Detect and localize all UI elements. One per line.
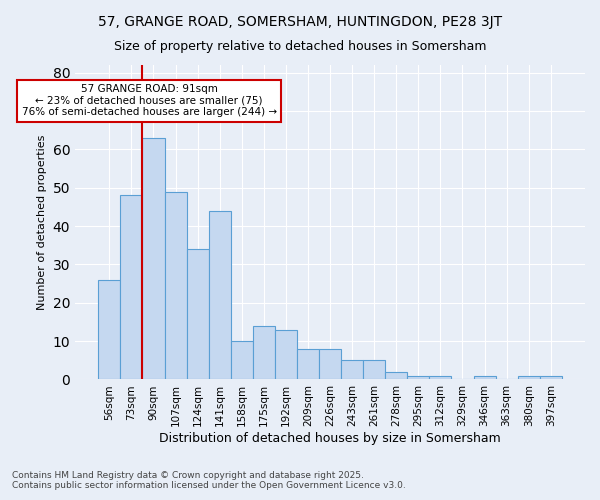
- Bar: [142, 138, 164, 380]
- Bar: [518, 376, 540, 380]
- Bar: [430, 376, 451, 380]
- Bar: [187, 249, 209, 380]
- Text: Contains HM Land Registry data © Crown copyright and database right 2025.
Contai: Contains HM Land Registry data © Crown c…: [12, 470, 406, 490]
- X-axis label: Distribution of detached houses by size in Somersham: Distribution of detached houses by size …: [159, 432, 501, 445]
- Bar: [121, 196, 142, 380]
- Bar: [297, 349, 319, 380]
- Bar: [253, 326, 275, 380]
- Bar: [407, 376, 430, 380]
- Bar: [341, 360, 363, 380]
- Bar: [209, 210, 231, 380]
- Bar: [363, 360, 385, 380]
- Bar: [540, 376, 562, 380]
- Text: Size of property relative to detached houses in Somersham: Size of property relative to detached ho…: [114, 40, 486, 53]
- Bar: [164, 192, 187, 380]
- Bar: [275, 330, 297, 380]
- Text: 57, GRANGE ROAD, SOMERSHAM, HUNTINGDON, PE28 3JT: 57, GRANGE ROAD, SOMERSHAM, HUNTINGDON, …: [98, 15, 502, 29]
- Bar: [319, 349, 341, 380]
- Bar: [473, 376, 496, 380]
- Bar: [98, 280, 121, 380]
- Bar: [385, 372, 407, 380]
- Bar: [231, 341, 253, 380]
- Y-axis label: Number of detached properties: Number of detached properties: [37, 134, 47, 310]
- Text: 57 GRANGE ROAD: 91sqm
← 23% of detached houses are smaller (75)
76% of semi-deta: 57 GRANGE ROAD: 91sqm ← 23% of detached …: [22, 84, 277, 117]
